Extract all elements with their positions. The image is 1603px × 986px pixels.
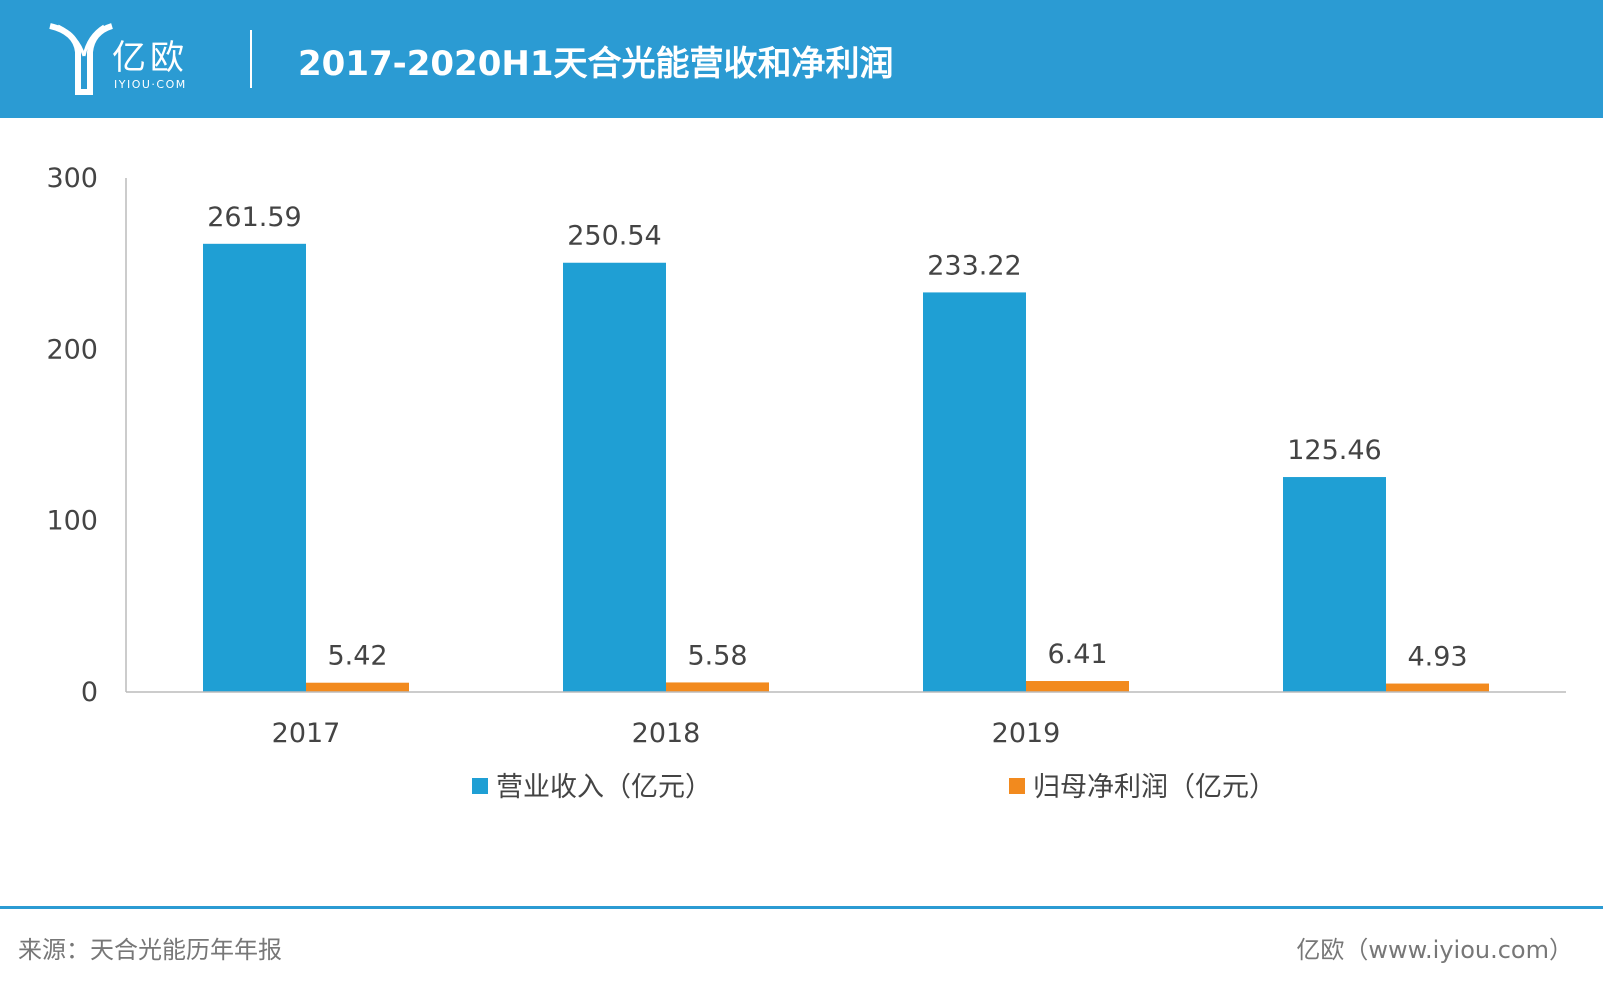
x-axis: 2017 2018 2019 — [126, 691, 1566, 749]
data-label: 6.41 — [1047, 639, 1107, 670]
data-label: 261.59 — [207, 202, 301, 233]
legend-swatch — [1009, 778, 1025, 794]
bar — [306, 682, 409, 692]
data-label: 125.46 — [1287, 435, 1381, 466]
bar — [666, 682, 769, 692]
bar — [1283, 477, 1386, 692]
y-tick-label: 300 — [46, 163, 98, 194]
bars — [203, 243, 1489, 692]
credit-note: 亿欧（www.iyiou.com） — [1296, 936, 1573, 964]
data-label: 5.58 — [687, 640, 747, 671]
iyiou-logo-icon — [49, 23, 113, 95]
bar — [923, 292, 1026, 692]
y-tick-label: 100 — [46, 506, 98, 537]
bar-chart: 0 100 200 300 261.59 5.42 250.54 5.58 233.22 6.4… — [46, 163, 1566, 803]
header-divider — [250, 30, 252, 88]
legend-label: 归母净利润（亿元） — [1033, 772, 1276, 803]
logo-text-en: IYIOU·COM — [114, 78, 187, 91]
y-tick-label: 0 — [81, 677, 98, 708]
source-note: 来源：天合光能历年年报 — [18, 936, 282, 964]
bar — [1386, 683, 1489, 692]
y-axis: 0 100 200 300 — [46, 163, 127, 708]
bar — [203, 243, 306, 692]
chart-title: 2017-2020H1天合光能营收和净利润 — [298, 44, 894, 84]
data-label: 5.42 — [327, 641, 387, 672]
legend: 营业收入（亿元） 归母净利润（亿元） — [472, 772, 1276, 803]
bar — [563, 262, 666, 692]
bar — [1026, 681, 1129, 692]
data-label: 4.93 — [1407, 642, 1467, 673]
header-banner: 亿欧 IYIOU·COM 2017-2020H1天合光能营收和净利润 — [0, 0, 1603, 118]
footer-divider — [0, 906, 1603, 909]
x-tick-label: 2019 — [992, 718, 1061, 749]
data-label: 233.22 — [927, 250, 1021, 281]
legend-swatch — [472, 778, 488, 794]
y-tick-label: 200 — [46, 334, 98, 365]
legend-label: 营业收入（亿元） — [496, 772, 712, 803]
x-tick-label: 2018 — [632, 718, 701, 749]
logo-text-cn: 亿欧 — [112, 38, 188, 78]
data-label: 250.54 — [567, 221, 661, 252]
data-labels: 261.59 5.42 250.54 5.58 233.22 6.41 125.46 4.93 — [207, 202, 1467, 673]
x-tick-label: 2017 — [272, 718, 341, 749]
